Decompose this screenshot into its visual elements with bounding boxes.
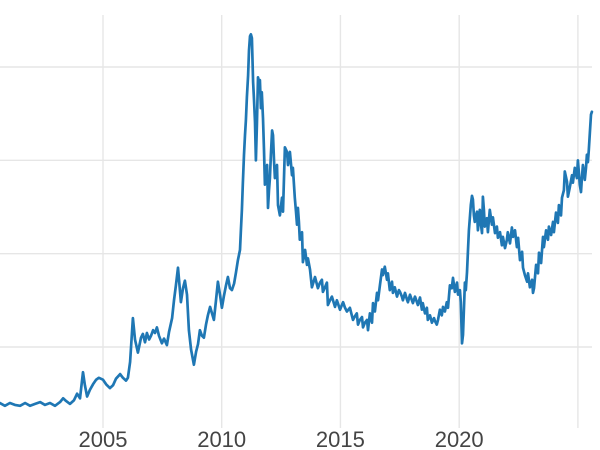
- price-line-series: [0, 32, 594, 408]
- x-tick-label-2015: 2015: [315, 427, 365, 450]
- x-tick-label-2020: 2020: [434, 427, 484, 450]
- x-tick-label-2010: 2010: [197, 427, 247, 450]
- gridlines: [0, 15, 592, 428]
- x-tick-label-2005: 2005: [78, 427, 128, 450]
- price-line: [0, 32, 594, 408]
